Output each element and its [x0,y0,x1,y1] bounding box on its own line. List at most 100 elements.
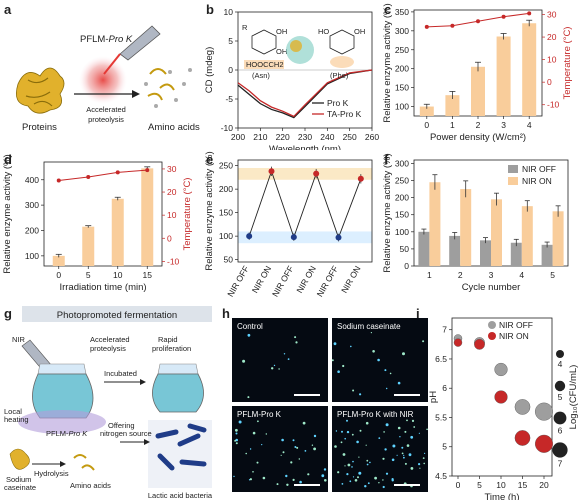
bacteria-dot [265,433,267,435]
x-axis-title: Power density (W/cm²) [430,132,526,143]
bacteria-dot [271,367,274,370]
temperature-point [450,23,455,28]
bacteria-dot [261,444,263,446]
bar-off [510,242,522,266]
bacteria-dot [401,452,404,455]
bacteria-dot [392,444,396,448]
temperature-point [56,178,61,183]
accel-label-2: proteolysis [90,344,126,353]
bacteria-dot [383,431,385,433]
x-tick-label: NIR OFF [225,264,251,298]
y-tick-label: 0 [228,65,233,75]
accel-label-1: Accelerated [90,335,130,344]
bacteria-dot [399,436,401,438]
size-legend-sphere [553,411,567,425]
data-point [335,234,342,241]
legend-label: NIR OFF [499,320,533,330]
bacteria-dot [234,440,236,442]
y-tick-label: 350 [395,7,409,17]
laser-pen-icon [119,25,161,61]
x-tick-label: 20 [539,480,549,490]
chart-b: 200 210 220 230 240 250 260 -10 -5 0 5 10 Wavelength… [204,7,379,150]
bacteria-dot [340,441,343,444]
y-tick-label: 200 [395,64,409,74]
bacteria-dot [304,450,307,452]
bacteria-dot [352,389,355,392]
size-legend-label: 5 [558,392,563,402]
bacteria-dot [335,430,338,432]
bacteria-dot [256,461,259,464]
process-label-1: Accelerated [86,105,126,114]
bacteria-dot [413,426,416,428]
chart-f: 1 2 3 4 5 NIR OFF NIR ON 0 50 100 150 200 250 300 Cycl… [382,153,569,293]
bacteria-dot [351,433,354,436]
x-tick-label: 4 [527,120,532,130]
y-tick-label: 150 [395,210,409,220]
bacteria-dot [356,440,359,444]
bacteria-dot [298,458,300,460]
y-tick-label: 400 [25,175,39,185]
micrograph-dots [242,333,298,399]
y-tick-label: 150 [219,208,233,218]
y-tick-label: -5 [225,94,233,104]
local-heating-2: heating [4,415,29,424]
bacteria-dot [365,421,369,425]
bacteria-dot [410,467,414,470]
bar [496,36,511,116]
benzene-ring-right [329,29,355,55]
data-point [313,170,320,177]
legend-label: Pro K [327,98,349,108]
bar [419,106,434,116]
micrograph-dots [233,420,327,486]
legend-label: TA-Pro K [327,109,362,119]
bar [471,66,485,116]
protein-core-icon [290,40,302,52]
scale-bar [294,484,320,486]
bacteria-dot [278,368,280,370]
micrograph-pflm: PFLM-Pro K [232,406,328,492]
y-tick-label: 5 [442,442,447,452]
bacteria-dot [249,478,252,481]
panel-label-b: b [206,2,214,17]
bacteria-dot [426,428,428,431]
panel-label-a: a [4,2,12,17]
bar [445,95,460,116]
bacteria-dot [296,446,299,449]
bacteria-dot [402,352,405,356]
bacteria-dot [346,430,350,434]
bacteria-dot [332,359,334,362]
chart-c: 0 1 2 3 4 100 150 200 250 300 350 -10 0 10 20 30 Power d… [382,3,573,143]
bacteria-dot [424,452,426,454]
x-tick-label: NIR OFF [315,264,341,298]
data-point [268,168,275,175]
flask-neck [37,363,87,375]
bacteria-dot [358,471,362,475]
bacteria-dot [311,444,314,446]
bacteria-dot [418,432,420,434]
size-legend-sphere [554,380,566,392]
y2-tick-label: 20 [167,187,177,197]
bacteria-dot [418,463,421,466]
amino-acids-g-icon [73,454,95,471]
micrograph-pflm-nir: PFLM-Pro K with NIR [332,406,428,492]
bacteria-dot [235,428,238,432]
amino-acids-label: Amino acids [148,122,200,133]
legend-label: NIR ON [499,331,529,341]
oh-label: OH [354,27,365,36]
bacteria-dot [397,426,401,430]
temperature-point [501,14,506,19]
bacteria-dot [282,451,285,454]
bacteria-dot [292,478,295,481]
temperature-point [476,19,480,24]
scale-bar [294,394,320,396]
bacteria-dot [337,471,340,474]
bacteria-dot [299,480,302,484]
bacteria-dot [374,476,377,480]
bacteria-dot [287,358,290,360]
y2-tick-label: 20 [547,32,557,42]
x-tick-label: 210 [253,132,267,142]
x-tick-label: 10 [496,480,506,490]
local-heating-1: Local [4,407,22,416]
bacteria-dot [283,353,286,355]
